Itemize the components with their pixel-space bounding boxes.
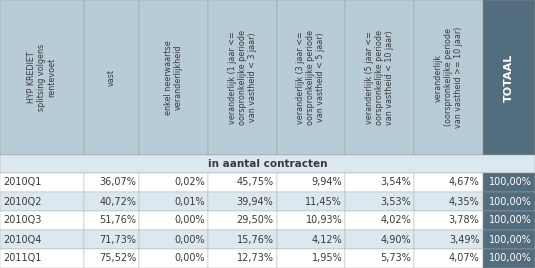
Bar: [208, 211, 277, 230]
Bar: [84, 173, 139, 192]
Text: 100,00%: 100,00%: [489, 177, 532, 188]
Text: 0,01%: 0,01%: [174, 196, 205, 207]
Bar: [277, 192, 345, 211]
Bar: [345, 211, 414, 230]
Bar: [414, 211, 483, 230]
Text: 29,50%: 29,50%: [236, 215, 273, 225]
Bar: [84, 211, 139, 230]
Bar: [139, 211, 208, 230]
Bar: [0, 192, 84, 211]
Text: veranderlijk (3 jaar <=
oorspronkelijke periode
van vastheid < 5 jaar): veranderlijk (3 jaar <= oorspronkelijke …: [296, 30, 325, 125]
Bar: [84, 0, 139, 155]
Bar: [0, 230, 84, 249]
Text: 100,00%: 100,00%: [489, 215, 532, 225]
Bar: [414, 230, 483, 249]
Text: 2011Q1: 2011Q1: [3, 254, 41, 263]
Bar: [277, 249, 345, 268]
Text: vast: vast: [107, 69, 116, 86]
Text: in aantal contracten: in aantal contracten: [208, 159, 327, 169]
Bar: [0, 173, 84, 192]
Text: 39,94%: 39,94%: [237, 196, 273, 207]
Text: veranderlijk (1 jaar <=
oorspronkelijke periode
van vastheid < 3 jaar): veranderlijk (1 jaar <= oorspronkelijke …: [228, 30, 257, 125]
Text: 4,12%: 4,12%: [311, 234, 342, 244]
Bar: [345, 192, 414, 211]
Text: 36,07%: 36,07%: [100, 177, 136, 188]
Bar: [483, 192, 535, 211]
Text: 9,94%: 9,94%: [311, 177, 342, 188]
Text: 4,02%: 4,02%: [380, 215, 411, 225]
Bar: [414, 249, 483, 268]
Bar: [345, 230, 414, 249]
Bar: [139, 230, 208, 249]
Bar: [84, 230, 139, 249]
Text: 4,67%: 4,67%: [449, 177, 479, 188]
Text: 2010Q3: 2010Q3: [3, 215, 41, 225]
Bar: [0, 155, 535, 173]
Bar: [277, 0, 345, 155]
Bar: [345, 173, 414, 192]
Text: 3,53%: 3,53%: [380, 196, 411, 207]
Bar: [277, 211, 345, 230]
Bar: [139, 173, 208, 192]
Text: 71,73%: 71,73%: [99, 234, 136, 244]
Text: enkel neerwaartse
veranderlijkheid: enkel neerwaartse veranderlijkheid: [164, 40, 183, 115]
Bar: [483, 0, 535, 155]
Bar: [208, 192, 277, 211]
Text: TOTAAL: TOTAAL: [504, 53, 514, 102]
Text: 3,49%: 3,49%: [449, 234, 479, 244]
Bar: [208, 173, 277, 192]
Text: 0,00%: 0,00%: [174, 234, 205, 244]
Bar: [139, 249, 208, 268]
Text: 100,00%: 100,00%: [489, 196, 532, 207]
Bar: [414, 192, 483, 211]
Bar: [139, 192, 208, 211]
Text: 4,07%: 4,07%: [449, 254, 479, 263]
Text: 0,02%: 0,02%: [174, 177, 205, 188]
Bar: [414, 173, 483, 192]
Bar: [277, 230, 345, 249]
Bar: [483, 211, 535, 230]
Bar: [84, 249, 139, 268]
Bar: [483, 249, 535, 268]
Text: 5,73%: 5,73%: [380, 254, 411, 263]
Text: 100,00%: 100,00%: [489, 254, 532, 263]
Text: veranderlijk
(oorspronkelijke periode
van vastheid >= 10 jaar): veranderlijk (oorspronkelijke periode va…: [434, 27, 463, 128]
Text: 11,45%: 11,45%: [305, 196, 342, 207]
Bar: [277, 173, 345, 192]
Bar: [208, 249, 277, 268]
Text: 3,54%: 3,54%: [380, 177, 411, 188]
Text: 4,90%: 4,90%: [380, 234, 411, 244]
Text: 15,76%: 15,76%: [236, 234, 273, 244]
Bar: [414, 0, 483, 155]
Bar: [345, 0, 414, 155]
Bar: [345, 249, 414, 268]
Bar: [84, 192, 139, 211]
Bar: [139, 0, 208, 155]
Text: 2010Q2: 2010Q2: [3, 196, 42, 207]
Text: 51,76%: 51,76%: [99, 215, 136, 225]
Bar: [0, 0, 84, 155]
Text: 100,00%: 100,00%: [489, 234, 532, 244]
Bar: [0, 249, 84, 268]
Bar: [208, 230, 277, 249]
Text: 3,78%: 3,78%: [449, 215, 479, 225]
Bar: [483, 173, 535, 192]
Text: 2010Q1: 2010Q1: [3, 177, 41, 188]
Text: veranderlijk (5 jaar <=
oorspronkelijke periode
van vastheid < 10 jaar): veranderlijk (5 jaar <= oorspronkelijke …: [365, 30, 394, 125]
Text: 45,75%: 45,75%: [236, 177, 273, 188]
Text: 4,35%: 4,35%: [449, 196, 479, 207]
Text: 1,95%: 1,95%: [311, 254, 342, 263]
Text: 40,72%: 40,72%: [99, 196, 136, 207]
Bar: [0, 211, 84, 230]
Bar: [208, 0, 277, 155]
Text: HYP KREDIET
splitsing volgens
rentevoet: HYP KREDIET splitsing volgens rentevoet: [27, 44, 57, 111]
Text: 2010Q4: 2010Q4: [3, 234, 41, 244]
Text: 0,00%: 0,00%: [174, 215, 205, 225]
Bar: [483, 230, 535, 249]
Text: 12,73%: 12,73%: [236, 254, 273, 263]
Text: 75,52%: 75,52%: [99, 254, 136, 263]
Text: 0,00%: 0,00%: [174, 254, 205, 263]
Text: 10,93%: 10,93%: [305, 215, 342, 225]
